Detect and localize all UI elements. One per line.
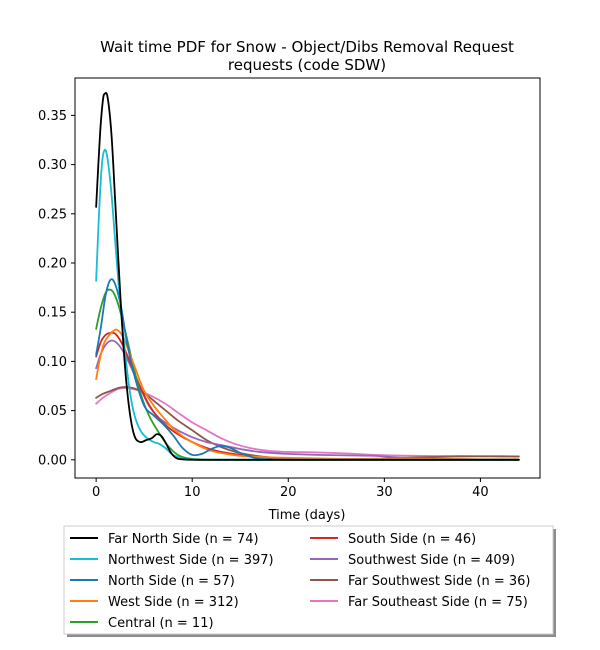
x-axis: 0 10 20 30 40 [92, 478, 489, 500]
legend-label: Southwest Side (n = 409) [348, 553, 515, 568]
chart-title-line-2: requests (code SDW) [228, 56, 386, 74]
legend-label: Far North Side (n = 74) [108, 532, 259, 547]
y-tick-label: 0.00 [38, 453, 67, 468]
y-tick-label: 0.30 [38, 158, 67, 173]
y-tick-label: 0.15 [38, 306, 67, 321]
plot-frame [74, 77, 541, 479]
y-tick-label: 0.05 [38, 404, 67, 419]
legend-label: West Side (n = 312) [108, 595, 239, 610]
x-tick-label: 20 [280, 485, 297, 500]
legend-label: Far Southwest Side (n = 36) [348, 574, 530, 589]
x-axis-label: Time (days) [268, 508, 346, 523]
x-tick-label: 10 [184, 485, 201, 500]
series-line [95, 387, 520, 458]
legend-label: Northwest Side (n = 397) [108, 553, 274, 568]
legend-label: South Side (n = 46) [348, 532, 476, 547]
x-tick-label: 40 [472, 485, 489, 500]
series-line [95, 92, 520, 461]
y-tick-label: 0.25 [38, 207, 67, 222]
chart-title-line-1: Wait time PDF for Snow - Object/Dibs Rem… [100, 38, 514, 56]
series-line [95, 328, 520, 461]
legend-label: North Side (n = 57) [108, 574, 235, 589]
legend-box [63, 525, 554, 635]
legend: Far North Side (n = 74) Northwest Side (n… [63, 525, 556, 637]
x-tick-label: 0 [92, 485, 100, 500]
plot-area [75, 78, 540, 478]
y-tick-label: 0.35 [38, 109, 67, 124]
legend-label: Far Southeast Side (n = 75) [348, 595, 528, 610]
legend-label: Central (n = 11) [108, 616, 214, 631]
x-tick-label: 30 [376, 485, 393, 500]
series-line [95, 339, 520, 461]
y-axis: 0.00 0.05 0.10 0.15 0.20 0.25 0.30 0.35 [38, 109, 75, 468]
y-tick-label: 0.10 [38, 355, 67, 370]
series-lines [95, 92, 520, 461]
y-tick-label: 0.20 [38, 256, 67, 271]
